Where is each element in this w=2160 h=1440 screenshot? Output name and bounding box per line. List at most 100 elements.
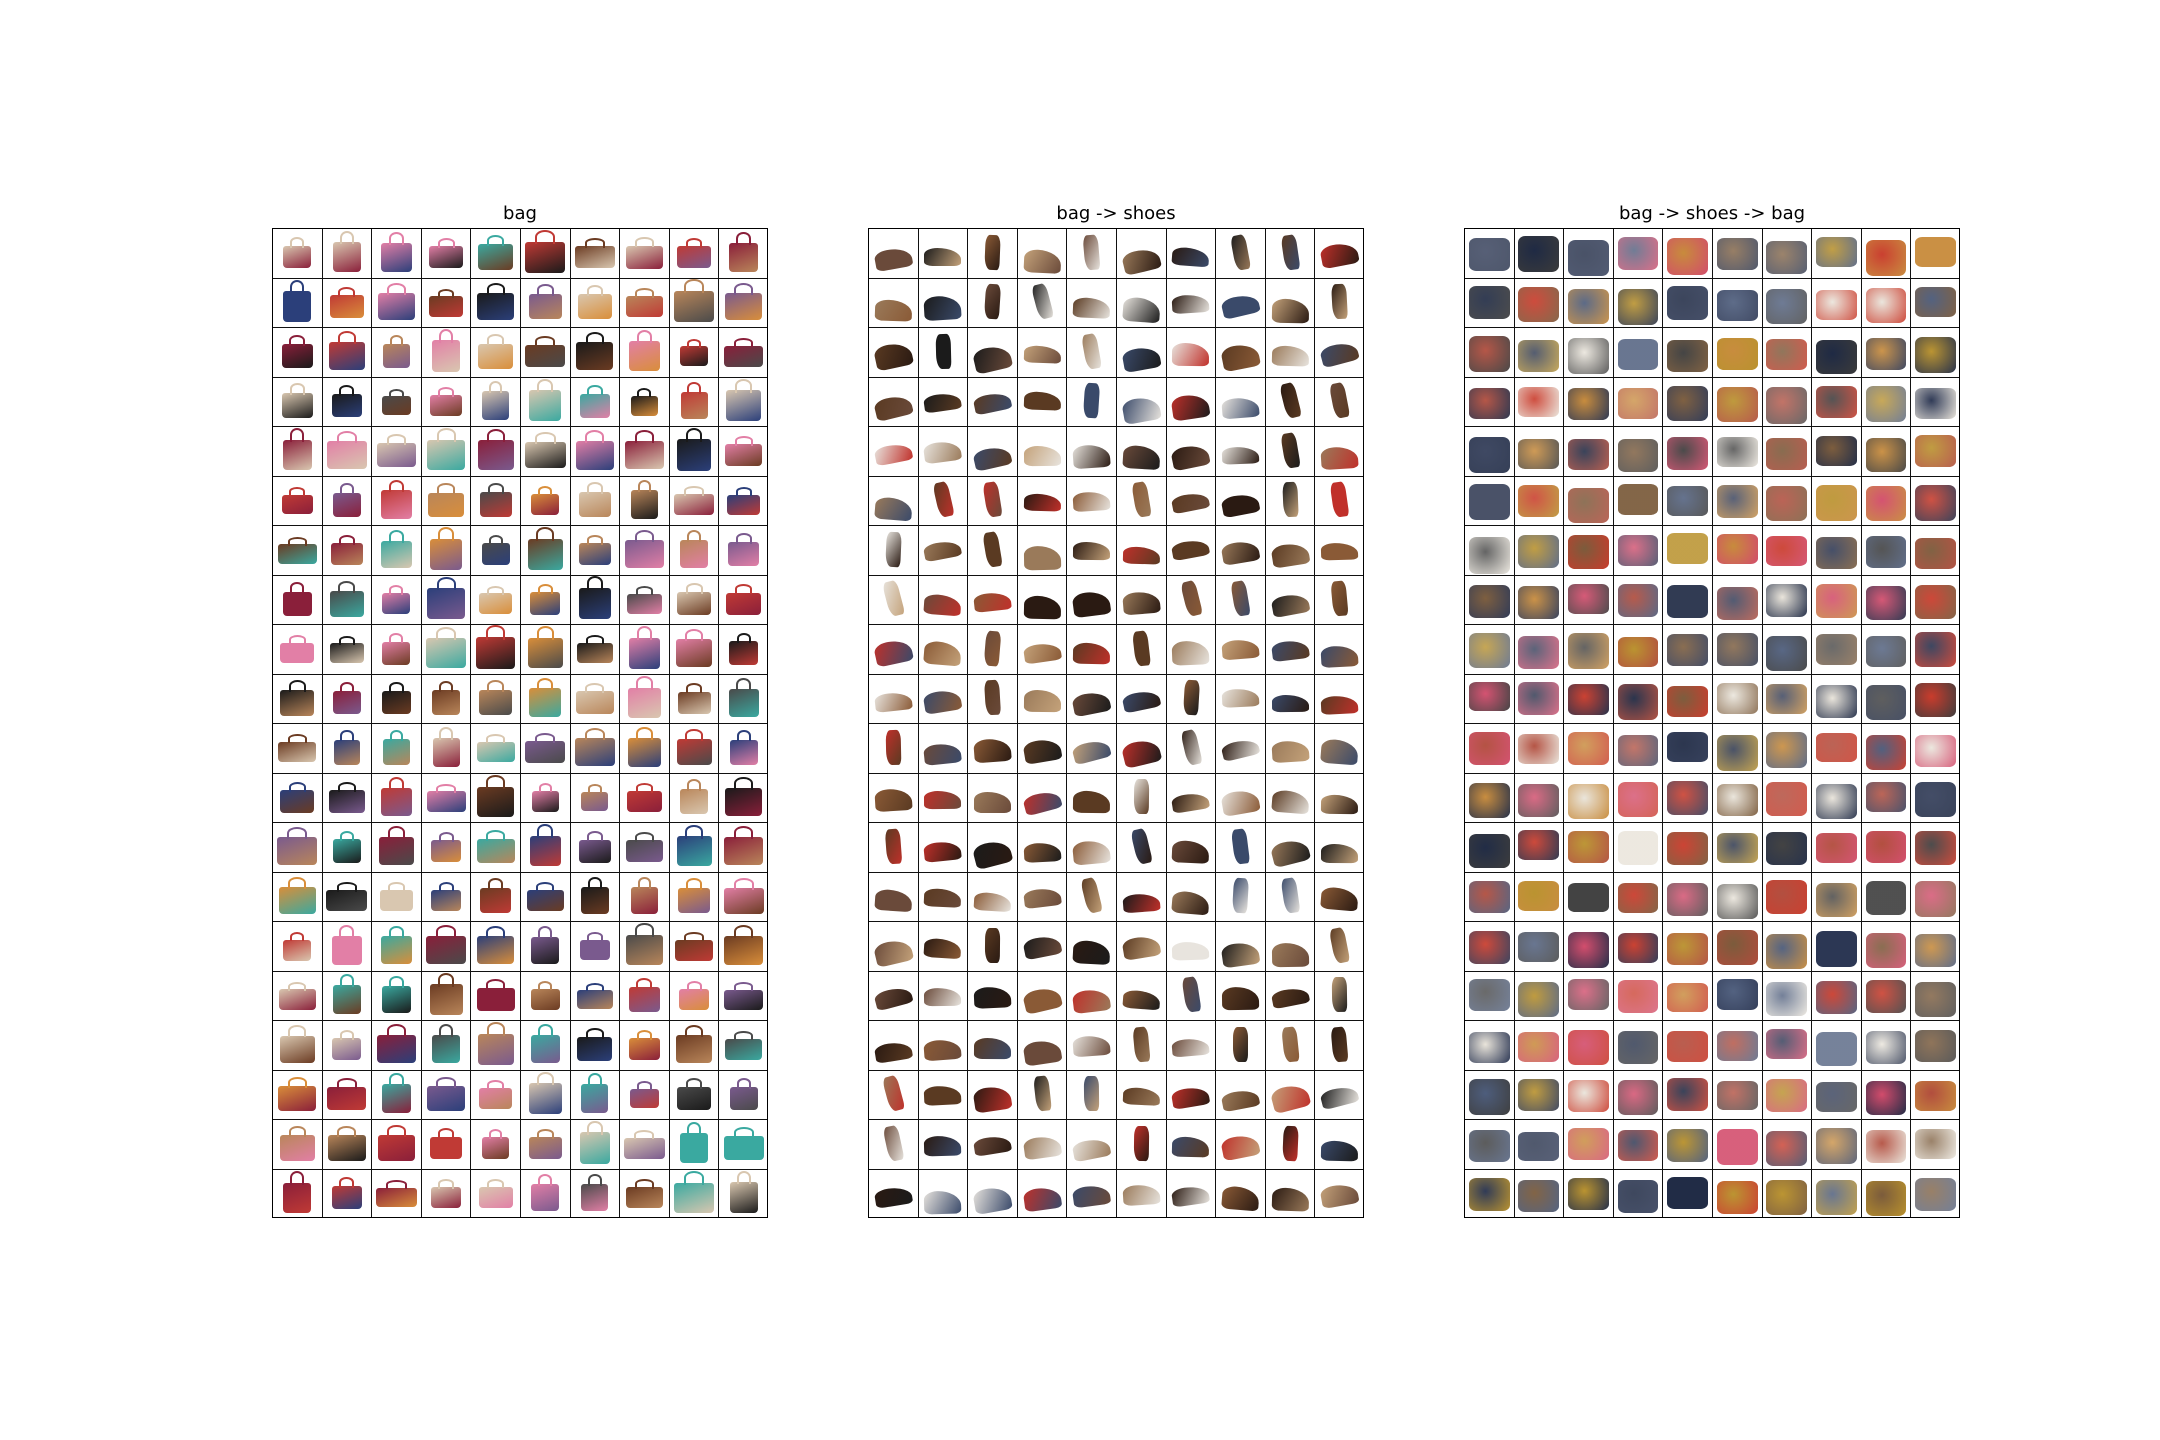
shoe-shape (923, 1038, 963, 1062)
blob-shape (1667, 437, 1709, 471)
bag-shape (577, 1028, 613, 1061)
blob-shape (1915, 735, 1957, 767)
thumbnail (421, 1169, 472, 1217)
thumbnail (1812, 971, 1862, 1021)
shoe-shape (971, 342, 1014, 375)
thumbnail (421, 427, 472, 477)
thumbnail (1812, 377, 1862, 427)
thumbnail (669, 823, 720, 873)
shoe-shape (1221, 396, 1260, 420)
thumbnail (1762, 526, 1813, 576)
bag-shape (679, 981, 710, 1011)
shoe-shape (1271, 740, 1310, 763)
thumbnail (1465, 328, 1515, 378)
blob-shape (1617, 1130, 1659, 1161)
thumbnail (1216, 773, 1266, 823)
blob-shape (1816, 485, 1857, 521)
thumbnail (1465, 476, 1515, 526)
shoe-shape (884, 828, 902, 865)
thumbnail (273, 625, 323, 675)
blob-shape (1865, 288, 1907, 324)
shoe-shape (1329, 926, 1351, 964)
thumbnail (968, 674, 1018, 724)
thumbnail (719, 773, 767, 823)
thumbnail (1117, 377, 1167, 427)
blob-shape (1468, 1177, 1510, 1212)
blob-shape (1766, 683, 1808, 715)
thumbnail (1017, 328, 1068, 378)
thumbnail (1017, 1120, 1068, 1170)
thumbnail (471, 229, 521, 279)
thumbnail (1762, 476, 1813, 526)
thumbnail (1663, 971, 1713, 1021)
thumbnail (1166, 427, 1217, 477)
thumbnail (1861, 328, 1912, 378)
thumbnail (968, 1120, 1018, 1170)
shoe-shape (1220, 341, 1261, 372)
blob-shape (1617, 338, 1659, 371)
thumbnail (1663, 575, 1713, 625)
thumbnail (521, 278, 571, 328)
bag-shape (677, 427, 711, 471)
thumbnail (421, 278, 472, 328)
shoe-shape (1080, 877, 1103, 915)
thumbnail (1613, 229, 1664, 279)
bag-shape (382, 729, 411, 765)
thumbnail (620, 526, 670, 576)
shoe-shape (1182, 679, 1200, 716)
thumbnail (918, 1070, 969, 1120)
thumbnail (1564, 872, 1614, 922)
shoe-shape (1319, 1182, 1360, 1210)
blob-shape (1816, 1031, 1857, 1067)
thumbnail (1067, 724, 1117, 774)
shoe-shape (874, 496, 913, 522)
thumbnail (1315, 872, 1363, 922)
thumbnail (1265, 575, 1316, 625)
blob-shape (1915, 632, 1957, 668)
thumbnail (372, 823, 422, 873)
shoe-shape (1320, 645, 1359, 669)
thumbnail (570, 922, 621, 972)
thumbnail (322, 922, 373, 972)
shoe-shape (1220, 787, 1261, 817)
blob-shape (1518, 439, 1560, 470)
thumbnail (1265, 1021, 1316, 1071)
bag-shape (674, 486, 714, 515)
blob-shape (1816, 536, 1857, 569)
bag-shape (574, 238, 616, 268)
shoe-shape (1171, 537, 1211, 562)
bag-shape (680, 1121, 708, 1164)
thumbnail (1564, 278, 1614, 328)
blob-shape (1518, 784, 1560, 817)
thumbnail (1315, 971, 1363, 1021)
thumbnail (1514, 971, 1565, 1021)
shoe-shape (1270, 541, 1311, 569)
shoe-shape (1271, 345, 1309, 367)
blob-shape (1568, 978, 1609, 1011)
thumbnail (372, 724, 422, 774)
thumbnail (1067, 575, 1117, 625)
thumbnail (471, 476, 521, 526)
blob-shape (1766, 536, 1808, 566)
blob-shape (1568, 438, 1609, 470)
shoe-shape (983, 630, 1002, 667)
thumbnail (1216, 625, 1266, 675)
thumbnail (1465, 1169, 1515, 1217)
shoe-shape (1071, 689, 1112, 718)
shoe-shape (872, 637, 914, 668)
blob-shape (1716, 387, 1758, 422)
blob-shape (1568, 731, 1609, 765)
thumbnail (471, 823, 521, 873)
thumbnail (1663, 674, 1713, 724)
bag-shape (525, 229, 566, 273)
thumbnail (1117, 427, 1167, 477)
shoe-shape (923, 295, 963, 322)
bag-shape (677, 583, 711, 616)
thumbnail (1613, 872, 1664, 922)
thumbnail (1861, 674, 1912, 724)
bag-shape (382, 632, 411, 665)
shoe-shape (1122, 546, 1160, 565)
thumbnail (322, 575, 373, 625)
shoe-shape (923, 938, 962, 960)
blob-shape (1518, 585, 1560, 619)
